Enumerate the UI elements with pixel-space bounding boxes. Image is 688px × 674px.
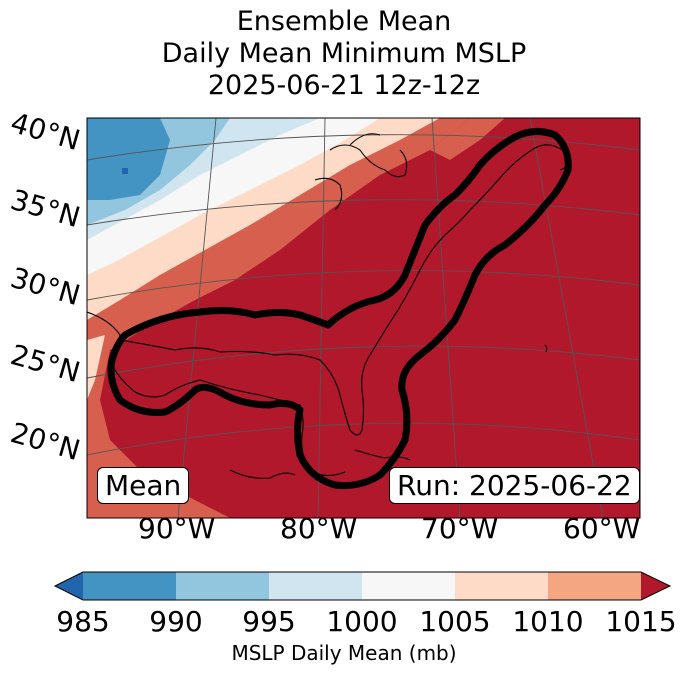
colorbar-label: MSLP Daily Mean (mb) bbox=[231, 641, 457, 665]
colorbar-extend-low bbox=[55, 572, 83, 600]
title-line-1: Ensemble Mean bbox=[236, 6, 452, 37]
colorbar bbox=[53, 571, 672, 601]
lon-label-60: 60°W bbox=[563, 512, 641, 545]
colorbar-tick-1010: 1010 bbox=[512, 605, 584, 638]
colorbar-tick-1015: 1015 bbox=[605, 605, 677, 638]
mean-label: Mean bbox=[97, 467, 190, 504]
colorbar-bin-1000 bbox=[362, 572, 455, 600]
colorbar-tick-990: 990 bbox=[149, 605, 203, 638]
highlight-contour bbox=[107, 128, 572, 489]
colorbar-bin-1010 bbox=[548, 572, 641, 600]
colorbar-extend-high bbox=[641, 572, 670, 600]
pressure-band-985 bbox=[87, 118, 170, 200]
lon-label-80: 80°W bbox=[280, 512, 358, 545]
run-date-label: Run: 2025-06-22 bbox=[389, 467, 640, 504]
title-line-2: Daily Mean Minimum MSLP bbox=[161, 38, 527, 69]
pressure-band-1005-left bbox=[87, 335, 105, 400]
pressure-cell-lt985 bbox=[122, 168, 128, 174]
colorbar-tick-1000: 1000 bbox=[326, 605, 398, 638]
colorbar-bin-1005 bbox=[455, 572, 548, 600]
colorbar-outline bbox=[53, 571, 672, 601]
title-line-3: 2025-06-21 12z-12z bbox=[207, 70, 481, 101]
lon-label-90: 90°W bbox=[138, 512, 216, 545]
colorbar-bin-990 bbox=[176, 572, 269, 600]
map-frame bbox=[86, 117, 641, 519]
map-field bbox=[87, 118, 640, 518]
pressure-band-1010-north bbox=[430, 118, 505, 160]
colorbar-tick-985: 985 bbox=[56, 605, 110, 638]
colorbar-tick-995: 995 bbox=[242, 605, 296, 638]
lon-label-70: 70°W bbox=[421, 512, 499, 545]
colorbar-tick-1005: 1005 bbox=[419, 605, 491, 638]
colorbar-bin-985 bbox=[83, 572, 176, 600]
colorbar-bin-995 bbox=[269, 572, 362, 600]
